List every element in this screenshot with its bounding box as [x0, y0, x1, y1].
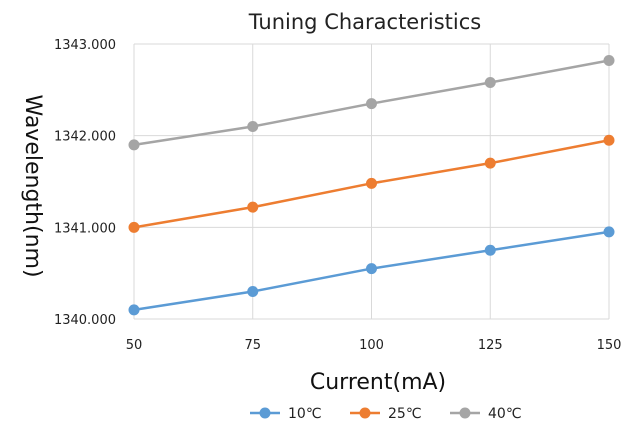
legend-item: 25℃ [350, 406, 422, 422]
data-point [603, 226, 615, 238]
data-point [484, 77, 496, 88]
x-tick-label: 75 [244, 338, 261, 353]
x-tick-label: 50 [126, 338, 143, 353]
legend-item: 40℃ [450, 406, 522, 422]
data-point [366, 98, 377, 110]
grid [133, 43, 610, 320]
x-tick-label: 125 [478, 338, 503, 353]
legend-item: 10℃ [250, 406, 322, 422]
y-tick-label: 1342.000 [54, 130, 116, 145]
chart-title: Tuning Characteristics [248, 10, 481, 34]
x-axis-label: Current(mA) [310, 370, 446, 395]
series-0 [128, 226, 615, 316]
legend: 10℃ 25℃ 40℃ [250, 406, 522, 422]
legend-swatch-marker [259, 407, 271, 419]
series-2 [128, 55, 615, 151]
x-tick-labels: 50 75 100 125 150 [126, 338, 622, 353]
data-point [247, 286, 259, 297]
data-point [366, 263, 377, 275]
data-point [247, 121, 259, 132]
legend-label: 40℃ [488, 406, 522, 422]
x-tick-label: 100 [359, 338, 384, 353]
data-point [366, 177, 377, 189]
y-axis-label: Wavelength(nm) [20, 94, 45, 277]
series-group [128, 55, 615, 316]
legend-swatch-marker [359, 407, 371, 419]
y-tick-labels: 1340.000 1341.000 1342.000 1343.000 [54, 38, 116, 328]
data-point [484, 244, 496, 256]
data-point [128, 139, 140, 151]
y-tick-label: 1341.000 [54, 221, 116, 236]
y-tick-label: 1343.000 [54, 38, 116, 53]
legend-label: 25℃ [388, 406, 422, 422]
x-tick-label: 150 [597, 338, 622, 353]
data-point [603, 134, 615, 146]
series-1 [128, 134, 615, 233]
legend-label: 10℃ [288, 406, 322, 422]
data-point [484, 157, 496, 169]
data-point [247, 201, 259, 213]
legend-swatch-marker [459, 407, 471, 419]
data-point [128, 221, 140, 233]
data-point [128, 304, 140, 316]
y-tick-label: 1340.000 [54, 313, 116, 328]
data-point [603, 55, 615, 66]
